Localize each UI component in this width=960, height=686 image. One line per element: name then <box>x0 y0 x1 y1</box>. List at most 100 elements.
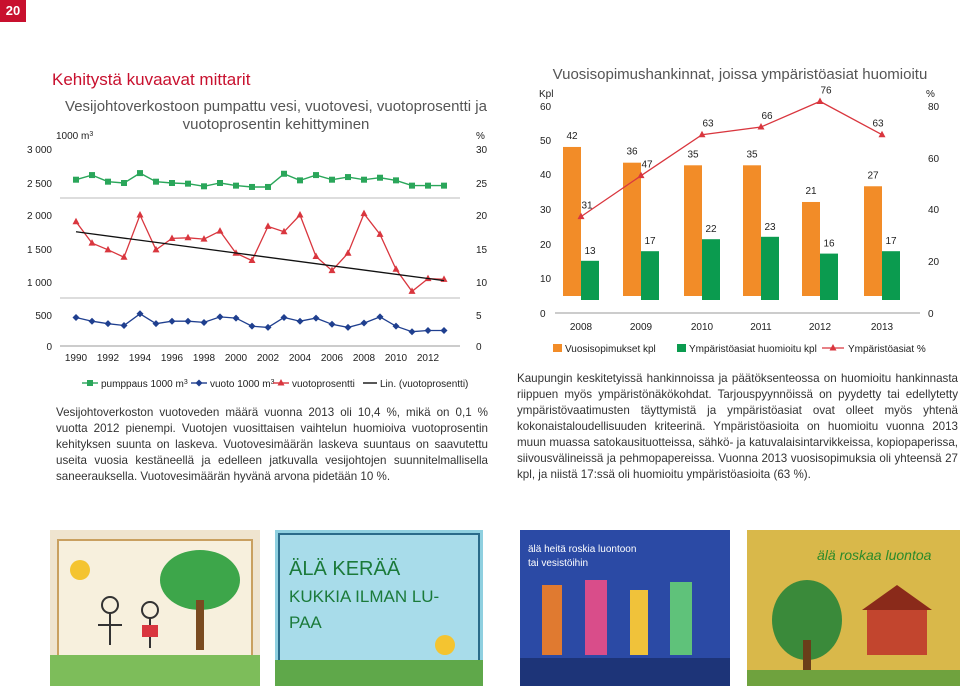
chart1-point-percent <box>184 233 192 241</box>
chart-annual-contracts: Kpl %605040302010080604020042132008361720… <box>539 85 940 355</box>
chart1-point-pumping <box>73 176 79 183</box>
chart2-label-contracts: 35 <box>687 149 699 160</box>
chart2-left-tick: 20 <box>540 240 552 251</box>
chart2-label-environment: 17 <box>644 236 656 247</box>
chart1-point-leak <box>88 317 96 325</box>
chart2-label-environment: 17 <box>885 236 897 247</box>
paragraph-leakage: Vesijohtoverkoston vuotoveden määrä vuon… <box>56 406 488 483</box>
svg-text:KUKKIA ILMAN LU-: KUKKIA ILMAN LU- <box>289 587 439 606</box>
chart1-right-tick: 25 <box>476 179 488 190</box>
chart1-right-tick: 15 <box>476 245 488 256</box>
chart1-point-leak <box>136 310 144 318</box>
chart2-legend-label: Vuosisopimukset kpl <box>565 344 656 355</box>
chart1-left-tick: 2 500 <box>27 179 52 190</box>
chart2-x-tick: 2010 <box>691 322 714 333</box>
chart1-x-tick: 2012 <box>417 353 440 364</box>
chart1-title-line1: Vesijohtoverkostoon pumpattu vesi, vuoto… <box>65 98 487 115</box>
chart2-label-environment: 13 <box>584 246 596 257</box>
chart2-bar-environment <box>761 236 779 300</box>
chart2-label-percent: 76 <box>820 85 832 96</box>
chart2-right-tick: 60 <box>928 154 940 165</box>
chart2-title: Vuosisopimushankinnat, joissa ympäristöa… <box>552 66 928 83</box>
chart1-point-leak <box>184 317 192 325</box>
chart2-bar-contracts <box>684 165 702 296</box>
chart1-trend-line <box>75 231 445 282</box>
chart2-legend-label: Ympäristöasiat % <box>848 344 926 355</box>
chart1-point-percent <box>360 209 368 217</box>
chart1-point-pumping <box>137 170 143 177</box>
chart1-left-tick: 1 000 <box>27 278 52 289</box>
chart1-point-pumping <box>313 172 319 179</box>
chart1-left-tick: 500 <box>35 311 52 322</box>
chart1-point-pumping <box>249 183 255 190</box>
chart1-legend-marker <box>87 380 93 386</box>
chart2-x-tick: 2011 <box>750 322 772 333</box>
chart1-point-pumping <box>89 172 95 179</box>
chart1-point-leak <box>168 317 176 325</box>
chart2-left-tick: 10 <box>540 274 552 285</box>
chart1-point-leak <box>152 320 160 328</box>
chart2-bar-environment <box>641 251 659 300</box>
chart1-point-percent <box>392 265 400 272</box>
chart1-point-pumping <box>185 180 191 187</box>
chart1-point-percent <box>104 245 112 253</box>
chart2-label-percent: 31 <box>581 201 593 212</box>
photo-drawing-ala-keraa: ÄLÄ KERÄÄ KUKKIA ILMAN LU- PAA <box>275 530 483 686</box>
chart1-point-leak <box>440 327 448 334</box>
chart1-point-leak <box>408 328 416 336</box>
chart2-label-environment: 22 <box>705 224 717 235</box>
chart1-point-pumping <box>409 182 415 189</box>
chart1-point-leak <box>72 313 80 321</box>
chart1-x-tick: 2004 <box>289 353 312 364</box>
chart1-point-percent <box>408 287 416 294</box>
chart1-point-percent <box>296 211 304 218</box>
chart1-series-percent-line <box>75 212 445 293</box>
paragraph-procurement: Kaupungin keskitetyissä hankinnoissa ja … <box>517 372 958 481</box>
chart1-right-tick: 5 <box>476 311 482 322</box>
chart1-x-tick: 2010 <box>385 353 408 364</box>
chart2-point-percent <box>816 97 824 104</box>
chart1-point-pumping <box>153 178 159 185</box>
chart1-point-leak <box>280 313 288 321</box>
chart1-point-leak <box>328 320 336 328</box>
chart1-point-pumping <box>345 174 351 181</box>
chart1-left-tick: 3 000 <box>27 145 52 156</box>
chart2-legend-marker <box>829 344 837 351</box>
chart2-label-percent: 66 <box>761 111 773 122</box>
chart2-left-tick: 40 <box>540 170 552 181</box>
photo-drawing-children <box>50 530 260 686</box>
chart1-point-leak <box>376 313 384 321</box>
chart2-legend-marker <box>553 344 562 352</box>
chart1-point-pumping <box>201 183 207 190</box>
chart1-point-pumping <box>361 176 367 183</box>
chart1-point-pumping <box>121 180 127 186</box>
chart1-legend-label: pumppaus 1000 m3 <box>101 379 188 391</box>
chart1-point-pumping <box>441 182 447 189</box>
chart1-point-percent <box>344 249 352 256</box>
chart1-x-tick: 1990 <box>65 353 88 364</box>
chart2-bar-environment <box>581 260 599 300</box>
photo-drawing-ala-roskaa: älä roskaa luontoa <box>747 530 960 686</box>
chart2-bar-contracts <box>802 201 820 296</box>
chart1-x-tick: 2008 <box>353 353 376 364</box>
chart1-left-tick: 0 <box>46 342 52 353</box>
chart1-legend-label: vuotoprosentti <box>292 379 355 390</box>
chart1-left-tick: 2 000 <box>27 211 52 222</box>
chart1-point-percent <box>88 239 96 246</box>
chart1-point-pumping <box>377 174 383 181</box>
chart2-point-percent <box>698 130 706 138</box>
chart1-point-pumping <box>297 177 303 184</box>
chart1-point-leak <box>424 327 432 334</box>
chart2-label-contracts: 21 <box>805 186 817 197</box>
chart1-series-leak-line <box>75 313 444 333</box>
chart1-point-leak <box>248 322 256 330</box>
chart1-right-tick: 30 <box>476 145 488 156</box>
chart1-point-leak <box>360 319 368 327</box>
chart1-point-pumping <box>169 180 175 186</box>
chart1-right-tick: 10 <box>476 278 488 289</box>
chart2-x-tick: 2012 <box>809 322 832 333</box>
chart2-series-percent-line <box>580 100 883 218</box>
chart1-point-percent <box>312 252 320 260</box>
chart1-x-tick: 1996 <box>161 353 184 364</box>
chart1-point-percent <box>168 234 176 241</box>
